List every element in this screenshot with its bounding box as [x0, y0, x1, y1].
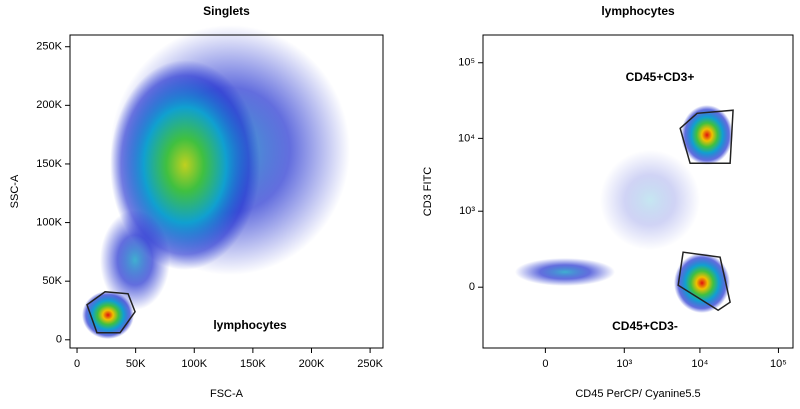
y-tick-label: 100K: [36, 216, 62, 228]
y-tick-label: 10⁴: [458, 132, 475, 144]
gate-label: CD45+CD3+: [626, 70, 695, 84]
y-tick-label: 0: [469, 281, 475, 293]
x-tick-label: 50K: [126, 358, 146, 370]
density-cloud: [515, 258, 615, 286]
chart-title: Singlets: [203, 4, 250, 18]
x-tick-label: 10³: [616, 358, 632, 370]
density: [82, 25, 733, 339]
plot-frame: [69, 34, 384, 349]
gate: [679, 109, 734, 165]
y-tick-label: 150K: [36, 158, 62, 170]
y-axis-label: SSC-A: [9, 174, 21, 208]
y-tick-label: 250K: [36, 41, 62, 53]
y-tick-label: 10⁵: [458, 57, 475, 69]
x-tick-label: 100K: [181, 358, 207, 370]
x-tick-label: 10⁵: [770, 358, 787, 370]
x-tick-label: 10⁴: [691, 358, 708, 370]
y-axis-label: CD3 FITC: [422, 167, 434, 217]
density-cloud: [681, 105, 733, 165]
gate: [677, 251, 731, 312]
gate-label: CD45+CD3-: [612, 319, 678, 333]
y-tick-label: 0: [56, 334, 62, 346]
x-axis-label: CD45 PerCP/ Cyanine5.5: [575, 388, 700, 400]
gate: [86, 290, 136, 334]
density-cloud: [82, 291, 134, 339]
x-axis-label: FSC-A: [210, 388, 244, 400]
density-cloud: [600, 150, 700, 250]
x-tick-label: 0: [74, 358, 80, 370]
y-tick-label: 200K: [36, 99, 62, 111]
density-cloud: [100, 210, 170, 310]
y-tick-label: 10³: [459, 205, 475, 217]
x-tick-label: 0: [542, 358, 548, 370]
x-tick-label: 150K: [240, 358, 266, 370]
density-cloud: [674, 253, 730, 313]
x-tick-label: 200K: [299, 358, 325, 370]
gate-label: lymphocytes: [213, 318, 287, 332]
plot-frame: [482, 34, 794, 349]
x-tick-label: 250K: [357, 358, 383, 370]
y-tick-label: 50K: [42, 275, 62, 287]
chart-title: lymphocytes: [601, 4, 675, 18]
